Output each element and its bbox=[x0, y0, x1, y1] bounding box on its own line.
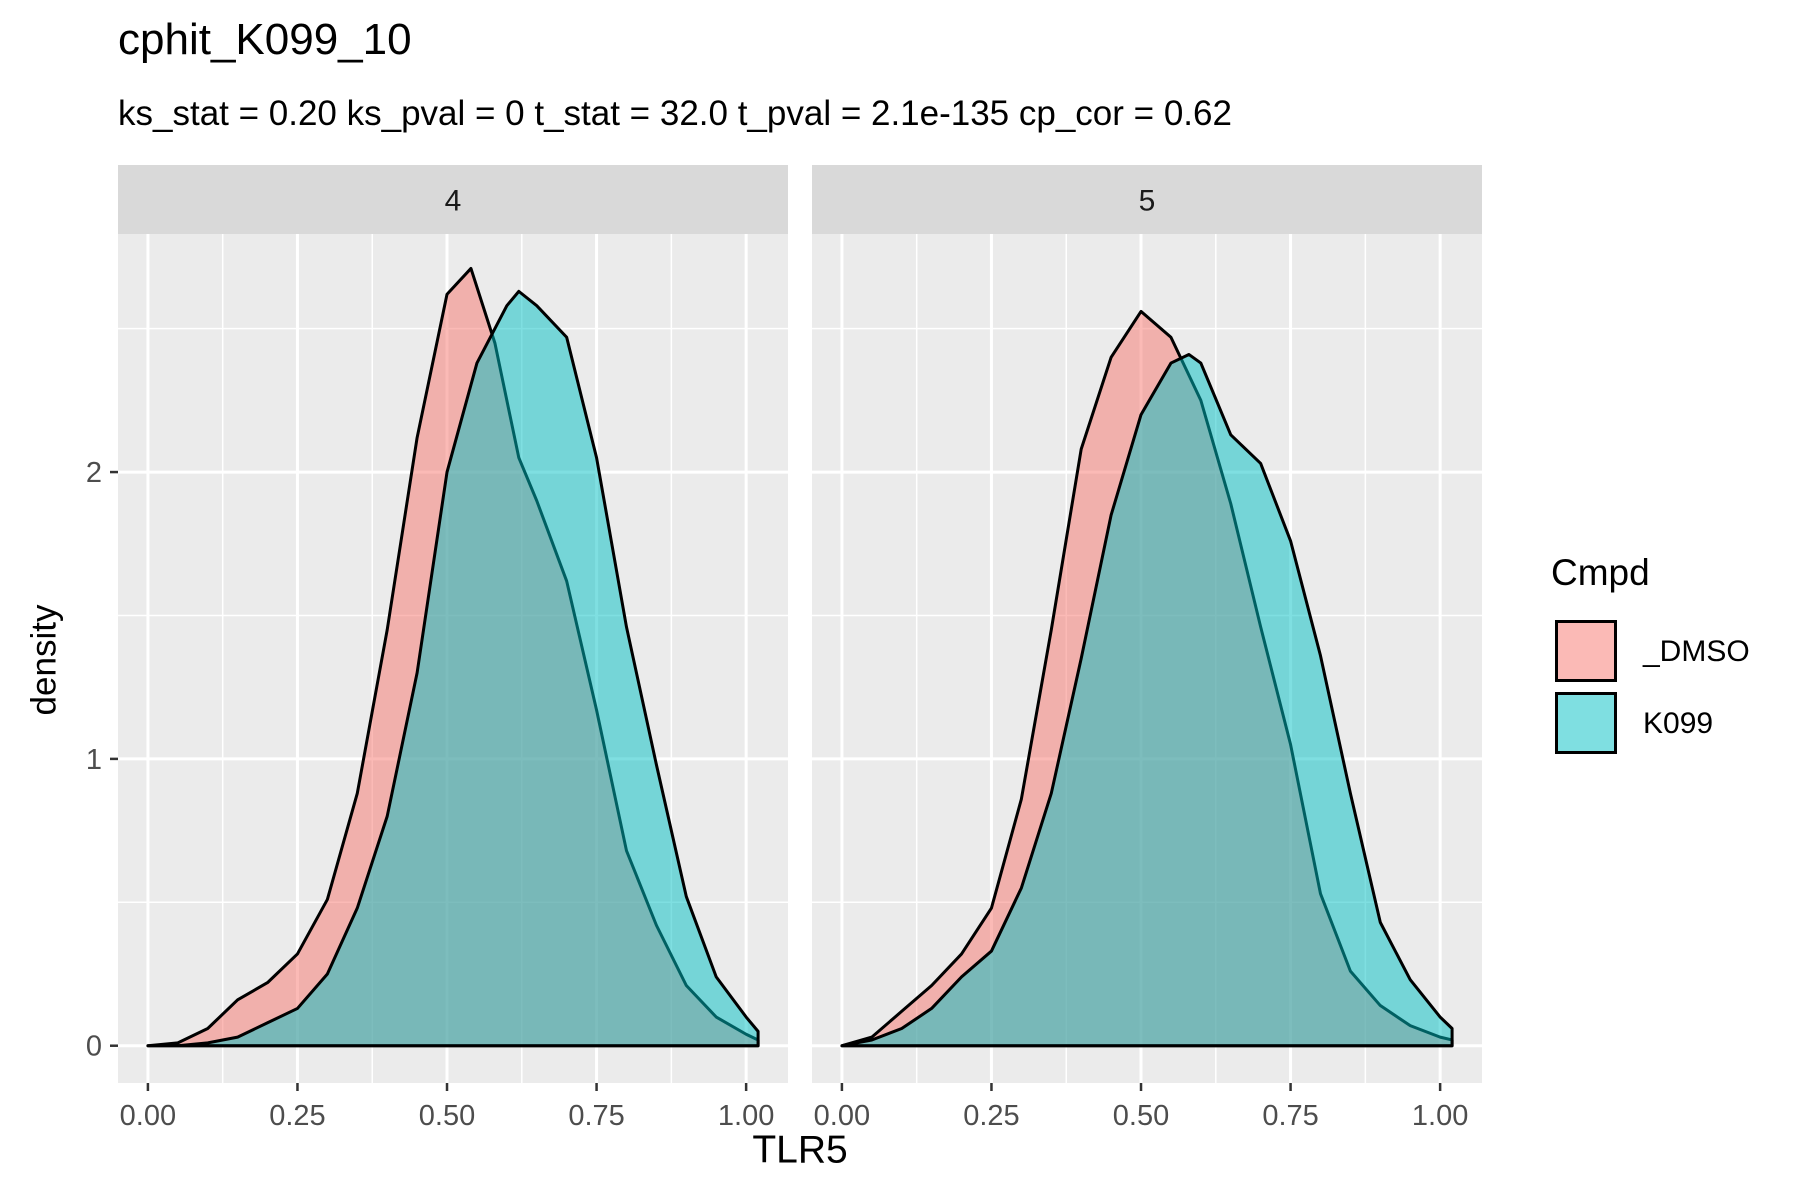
x-tick-label: 0.50 bbox=[1113, 1100, 1169, 1132]
legend-label-k099: K099 bbox=[1643, 707, 1714, 740]
facet-strip-label-5: 5 bbox=[1139, 185, 1156, 218]
facet-strip-4 bbox=[118, 165, 788, 234]
chart-title: cphit_K099_10 bbox=[118, 15, 412, 64]
density-area-k099-4 bbox=[146, 289, 760, 1048]
y-tick-label: 2 bbox=[86, 457, 102, 489]
y-tick-label: 0 bbox=[86, 1031, 102, 1063]
legend-title: Cmpd bbox=[1551, 552, 1650, 593]
legend-label-dmso: _DMSO bbox=[1643, 635, 1750, 668]
x-tick-label: 0.00 bbox=[814, 1100, 870, 1132]
facet-strip-label-4: 4 bbox=[445, 185, 462, 218]
legend-key-dmso bbox=[1555, 620, 1617, 682]
legend-key-k099 bbox=[1555, 692, 1617, 754]
x-tick-label: 1.00 bbox=[1412, 1100, 1468, 1132]
x-axis-title: TLR5 bbox=[752, 1128, 848, 1172]
y-tick-label: 1 bbox=[86, 744, 102, 776]
facet-strip-5 bbox=[812, 165, 1482, 234]
x-tick-label: 0.75 bbox=[568, 1100, 624, 1132]
x-tick-label: 1.00 bbox=[718, 1100, 774, 1132]
chart-subtitle: ks_stat = 0.20 ks_pval = 0 t_stat = 32.0… bbox=[118, 94, 1232, 133]
x-tick-label: 0.25 bbox=[963, 1100, 1019, 1132]
density-area-k099-5 bbox=[840, 352, 1454, 1048]
x-tick-label: 0.75 bbox=[1262, 1100, 1318, 1132]
x-tick-label: 0.50 bbox=[419, 1100, 475, 1132]
x-tick-label: 0.00 bbox=[120, 1100, 176, 1132]
x-tick-label: 0.25 bbox=[269, 1100, 325, 1132]
y-axis-title: density bbox=[24, 604, 64, 716]
